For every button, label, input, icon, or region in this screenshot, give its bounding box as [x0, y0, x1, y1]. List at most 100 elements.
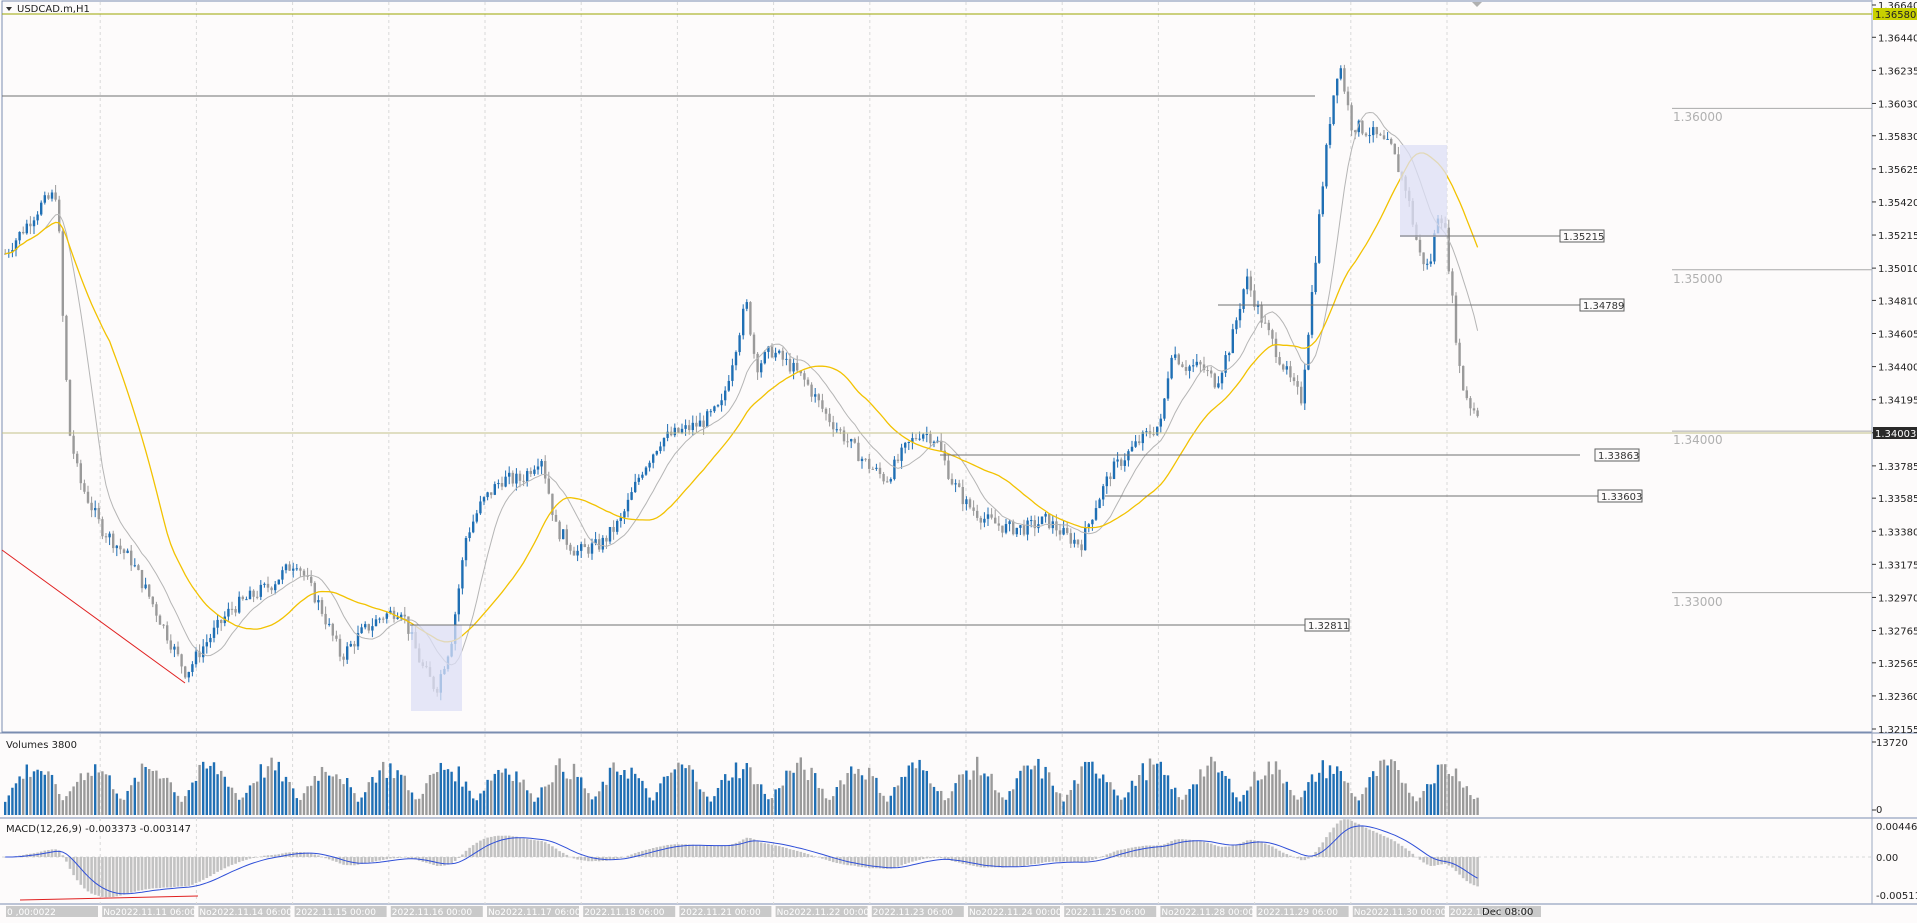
supply-zone-rect[interactable]	[1400, 145, 1447, 237]
candle-body	[137, 565, 140, 571]
macd-bar	[896, 857, 900, 867]
volume-bar	[806, 780, 810, 815]
symbol-title[interactable]: USDCAD.m,H1	[6, 4, 90, 15]
candle-body	[914, 438, 918, 440]
volume-bar	[256, 781, 259, 815]
volume-bar	[770, 798, 774, 815]
candle-body	[43, 195, 46, 203]
volume-bar	[32, 771, 36, 815]
macd-bar	[155, 857, 158, 889]
volume-bar	[1213, 761, 1216, 815]
volume-bar	[263, 777, 266, 815]
macd-bar	[446, 857, 450, 865]
macd-bar	[93, 857, 97, 895]
candle-body	[788, 358, 792, 372]
macd-bar	[1188, 839, 1191, 857]
macd-bar	[993, 857, 997, 868]
volume-bar	[828, 799, 831, 815]
macd-bar	[536, 840, 540, 857]
candle-body	[295, 568, 298, 570]
volume-bar	[1404, 783, 1407, 815]
macd-bar	[201, 857, 205, 880]
candle-body	[482, 497, 486, 502]
volume-bar	[1328, 765, 1332, 815]
volume-bar	[482, 790, 486, 815]
volume-bar	[302, 793, 306, 815]
level-label-3[interactable]: 1.33863	[1594, 448, 1640, 462]
macd-bar	[1325, 837, 1328, 857]
macd-bar	[543, 842, 547, 857]
time-axis-last-label: Dec 08:00	[1482, 907, 1533, 918]
volume-bar	[1184, 794, 1188, 815]
macd-bar	[500, 835, 504, 857]
macd-bar	[947, 857, 950, 860]
candle-body	[742, 308, 745, 336]
volume-bar	[468, 790, 471, 815]
macd-bar	[806, 854, 810, 857]
volume-bar	[727, 780, 730, 815]
volume-bar	[1368, 777, 1371, 815]
macd-bar	[853, 857, 857, 866]
volume-bar	[371, 776, 374, 815]
volume-bar	[904, 776, 907, 815]
macd-bar	[97, 857, 101, 896]
level-label-4[interactable]: 1.33603	[1597, 489, 1643, 503]
volume-bar	[814, 773, 817, 815]
price-axis[interactable]: 1.36640 1.36440 1.36235 1.36030 1.35830 1.356…	[1872, 1, 1917, 736]
macd-bar	[1109, 853, 1112, 857]
level-label-2[interactable]: 1.34789	[1579, 298, 1625, 312]
volume-bar	[760, 784, 763, 815]
candle-body	[1220, 372, 1224, 384]
candle-body	[1271, 330, 1274, 339]
macd-bar	[212, 857, 216, 875]
macd-bar	[1303, 857, 1307, 861]
candle-body	[518, 473, 522, 481]
macd-bar	[813, 856, 817, 857]
candle-body	[544, 460, 547, 479]
volume-bar	[788, 770, 792, 815]
price-axis-label: 1.35625	[1878, 165, 1917, 176]
candle-body	[65, 315, 68, 380]
macd-bar	[1289, 855, 1292, 857]
volume-bar	[724, 774, 727, 815]
scroll-marker-icon[interactable]	[1472, 2, 1482, 7]
candle-body	[846, 441, 849, 443]
svg-text:No2022.11.24 00:00: No2022.11.24 00:00	[969, 908, 1062, 918]
macd-bar	[507, 835, 511, 857]
volume-bar	[1066, 794, 1069, 815]
candle-body	[1109, 476, 1112, 479]
volume-bar	[364, 792, 367, 815]
volume-bar	[907, 765, 910, 815]
level-label-1[interactable]: 1.35215	[1559, 229, 1605, 243]
macd-bar	[590, 857, 594, 862]
macd-trend-line[interactable]	[19, 895, 199, 901]
macd-bar	[367, 857, 371, 863]
macd-bar	[281, 853, 284, 857]
level-label-5[interactable]: 1.32811	[1304, 618, 1350, 632]
candle-body	[983, 518, 986, 523]
demand-zone-rect[interactable]	[411, 625, 462, 711]
volume-bar	[1346, 782, 1350, 815]
time-axis[interactable]: 0 ,00:0022 No2022.11.11 06:00 No2022.11.14…	[6, 906, 1541, 918]
macd-bar	[799, 851, 803, 857]
macd-bar	[1469, 857, 1472, 884]
macd-bar	[1206, 842, 1209, 857]
macd-bar	[713, 845, 716, 857]
candle-body	[1343, 68, 1346, 92]
trend-line[interactable]	[1, 549, 186, 684]
candle-body	[1285, 366, 1288, 370]
macd-bar	[950, 857, 954, 862]
macd-bar	[954, 857, 957, 862]
chevron-down-icon[interactable]	[6, 7, 12, 11]
macd-bar	[612, 857, 615, 860]
macd-bar	[662, 845, 666, 857]
candle-body	[101, 519, 104, 537]
volume-bar	[860, 775, 864, 815]
volume-bar	[1372, 771, 1375, 815]
volume-bar	[479, 793, 482, 815]
macd-bar	[230, 857, 234, 865]
candle-body	[1429, 261, 1432, 264]
macd-bar	[1202, 841, 1206, 857]
macd-bar	[1346, 819, 1350, 857]
